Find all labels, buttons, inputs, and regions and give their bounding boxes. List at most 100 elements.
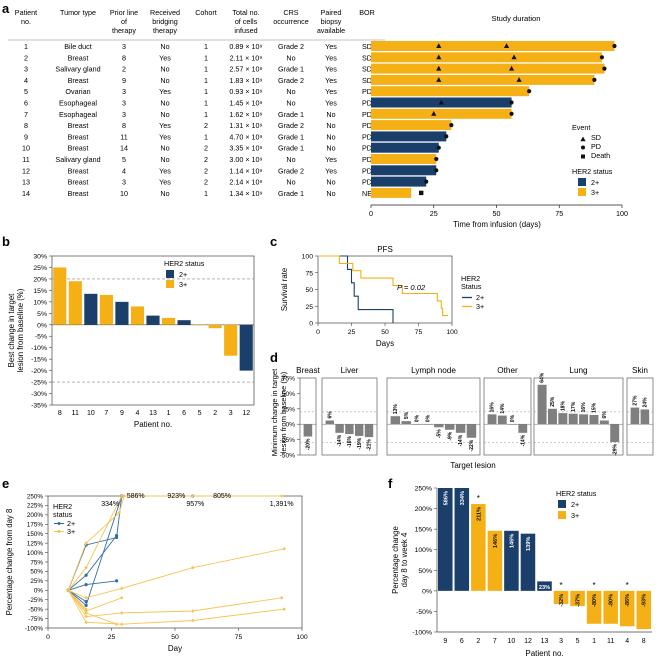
y-tick-label: -5% (35, 334, 47, 341)
table-cell: Esophageal (59, 110, 97, 119)
patient-line-3plus (67, 495, 282, 591)
table-cell: No (160, 65, 169, 74)
bar-value-label: 0% (426, 414, 432, 422)
table-cell: 1.83 × 10⁹ (229, 76, 262, 85)
table-cell: 2 (204, 155, 208, 164)
table-cell: No (160, 99, 169, 108)
event-pd-marker (612, 43, 617, 49)
lesion-bar (599, 420, 609, 425)
table-cell: PD (362, 99, 372, 108)
x-axis-label: Patient no. (134, 420, 172, 429)
table-cell: 14 (22, 189, 30, 198)
x-tick-label: 13 (541, 638, 549, 645)
y-tick-label: -10% (31, 345, 47, 352)
legend-label: 3+ (571, 511, 579, 520)
event-pd-marker (434, 168, 439, 173)
table-cell: No (326, 110, 335, 119)
table-cell: Grade 2 (278, 121, 304, 130)
y-tick-label: 100% (415, 547, 432, 554)
column-header: Patient no. (15, 8, 37, 26)
table-cell: Yes (159, 132, 171, 141)
group-frame (321, 377, 378, 456)
data-point (84, 614, 88, 619)
waterfall-bar (520, 533, 536, 591)
y-tick-label: -50% (28, 606, 43, 613)
x-tick-label: 10 (508, 638, 516, 645)
bar-value-label: 5% (404, 411, 410, 419)
bar-value-label: 6% (327, 411, 333, 419)
y-axis-label: Minimum change in targetlesion from base… (270, 368, 288, 456)
y-tick-label: 25% (33, 265, 47, 272)
legend-title-line: HER2 (461, 274, 480, 283)
table-cell: 1.34 × 10⁹ (229, 189, 262, 198)
x-tick-label: 9 (120, 410, 124, 417)
table-cell: Yes (159, 121, 171, 130)
header-line: infused (234, 26, 257, 35)
y-tick-label: -20% (31, 368, 47, 375)
x-tick-label: 9 (443, 638, 447, 645)
bar-value-label: 15% (592, 402, 598, 413)
table-cell: 1 (204, 87, 208, 96)
table-cell: Grade 1 (278, 110, 304, 119)
lesion-bar (423, 424, 433, 425)
y-tick-label: 75 (305, 270, 313, 277)
bar-value-label: 211% (476, 507, 482, 521)
lesion-bar (487, 414, 497, 425)
lesion-bar (630, 407, 640, 425)
data-point (279, 494, 284, 498)
table-cell: Yes (325, 76, 337, 85)
waterfall-bar (603, 590, 618, 624)
x-tick-label: 75 (415, 329, 423, 336)
table-cell: Salivary gland (55, 155, 100, 164)
data-point (190, 565, 195, 570)
event-legend-label: Death (591, 151, 610, 160)
y-tick-label: 75% (30, 559, 43, 566)
waterfall-bar (570, 590, 585, 607)
data-point (190, 609, 195, 613)
panel-d-label: d (270, 350, 278, 365)
data-point (279, 596, 284, 600)
patient-line-3plus (67, 590, 285, 625)
table-cell: 1 (204, 53, 208, 62)
swim-x-label: Time from infusion (days) (453, 220, 541, 229)
her2-legend-swatch (578, 178, 586, 186)
bar-value-label: -20% (306, 438, 312, 450)
table-cell: PD (362, 144, 372, 153)
panel-c-label: c (270, 234, 277, 249)
legend-label: 2+ (476, 293, 484, 302)
bar-value-label: 6% (602, 411, 608, 419)
x-tick-label: 4 (625, 638, 629, 645)
lesion-bar (364, 424, 374, 438)
bar-value-label: 0% (415, 414, 421, 422)
data-point (119, 494, 124, 498)
y-tick-label: 100% (27, 550, 44, 557)
lesion-bar (589, 414, 599, 425)
data-point (114, 622, 119, 627)
table-cell: 1 (204, 42, 208, 51)
table-cell: 1.45 × 10⁹ (229, 99, 262, 108)
data-point (282, 547, 287, 551)
table-cell: Grade 2 (278, 166, 304, 175)
table-cell: Grade 1 (278, 132, 304, 141)
y-tick-label: 25% (282, 406, 295, 413)
y-tick-label: 0 (309, 321, 313, 328)
km-line-3plus (318, 255, 448, 317)
event-sd-marker (436, 65, 442, 71)
table-cell: Breast (68, 121, 89, 130)
table-cell: 1.14 × 10⁹ (229, 166, 262, 175)
event-death-marker (419, 190, 424, 196)
table-cell: 3.00 × 10⁹ (229, 155, 262, 164)
table-cell: Yes (325, 42, 337, 51)
table-cell: No (286, 87, 295, 96)
patient-line-3plus (67, 495, 125, 591)
table-cell: SD (362, 53, 372, 62)
y-tick-label: 100 (302, 254, 314, 261)
waterfall-bar (208, 324, 222, 329)
bar-value-label: -80% (609, 594, 615, 607)
table-cell: 1 (204, 110, 208, 119)
table-header: Patient no.Tumor type Prior line of therapyR… (8, 8, 385, 41)
event-sd-marker (503, 43, 510, 48)
event-pd-marker (509, 100, 514, 105)
event-pd-marker (599, 55, 605, 60)
table-cell: 1 (204, 76, 208, 85)
